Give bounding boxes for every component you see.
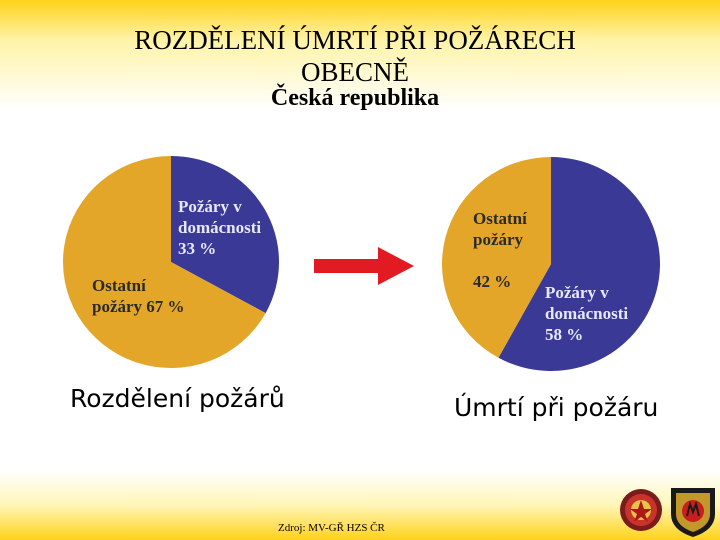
pie-chart-fires: Požáry v domácnosti 33 % Ostatní požáry 67 % xyxy=(63,156,280,369)
slice-other-fires xyxy=(442,157,551,358)
page-title-line-2: OBECNĚ xyxy=(301,57,409,87)
page-subtitle: Česká republika xyxy=(270,85,440,111)
fire-department-shield-icon xyxy=(671,488,715,537)
chart-caption-deaths: Úmrtí při požáru xyxy=(454,393,659,422)
slice-home-fires xyxy=(498,157,661,371)
source-note: Zdroj: MV-GŘ HZS ČR xyxy=(278,522,385,534)
slice-home-fires-label: Požáry v domácnosti 33 % xyxy=(178,197,261,258)
slice-other-fires xyxy=(63,156,266,369)
slice-other-fires-label: Ostatní požáry 67 % xyxy=(92,276,185,316)
page-title: ROZDĚLENÍ ÚMRTÍ PŘI POŽÁRECH xyxy=(134,25,576,55)
chart-caption-fires: Rozdělení požárů xyxy=(70,384,285,413)
slice-home-fires-label: Požáry v domácnosti 58 % xyxy=(545,283,628,344)
fire-rescue-emblem-icon xyxy=(620,489,662,531)
pie-chart-deaths: Požáry v domácnosti 58 % Ostatní požáry 42 % xyxy=(442,157,661,371)
slice-other-fires-label: Ostatní požáry 42 % xyxy=(473,209,527,291)
slice-home-fires xyxy=(171,156,280,314)
arrow-icon xyxy=(314,247,414,285)
